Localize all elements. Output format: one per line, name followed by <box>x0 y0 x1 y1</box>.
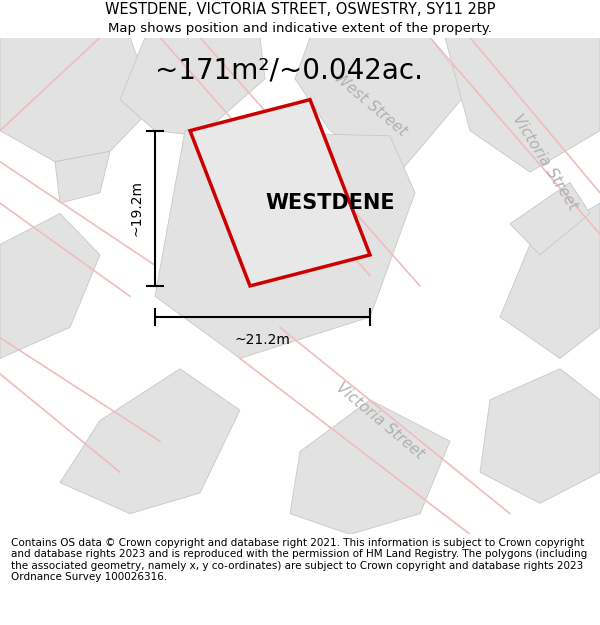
Text: ~21.2m: ~21.2m <box>235 332 290 346</box>
Polygon shape <box>0 38 155 162</box>
Text: ~171m²/~0.042ac.: ~171m²/~0.042ac. <box>155 57 423 84</box>
Text: Victoria Street: Victoria Street <box>333 379 427 461</box>
Text: West Street: West Street <box>331 70 409 139</box>
Text: WESTDENE, VICTORIA STREET, OSWESTRY, SY11 2BP: WESTDENE, VICTORIA STREET, OSWESTRY, SY1… <box>105 2 495 17</box>
Polygon shape <box>120 38 265 136</box>
Polygon shape <box>155 131 415 358</box>
Text: Contains OS data © Crown copyright and database right 2021. This information is : Contains OS data © Crown copyright and d… <box>11 538 587 582</box>
Polygon shape <box>500 203 600 358</box>
Text: ~19.2m: ~19.2m <box>129 180 143 236</box>
Polygon shape <box>510 182 590 255</box>
Polygon shape <box>55 151 110 203</box>
Text: Map shows position and indicative extent of the property.: Map shows position and indicative extent… <box>108 22 492 34</box>
Text: Victoria Street: Victoria Street <box>509 111 580 212</box>
Polygon shape <box>290 400 450 534</box>
Polygon shape <box>190 99 370 286</box>
Polygon shape <box>480 369 600 503</box>
Text: WESTDENE: WESTDENE <box>265 193 395 213</box>
Polygon shape <box>0 214 100 358</box>
Polygon shape <box>295 38 470 172</box>
Polygon shape <box>60 369 240 514</box>
Polygon shape <box>445 38 600 172</box>
